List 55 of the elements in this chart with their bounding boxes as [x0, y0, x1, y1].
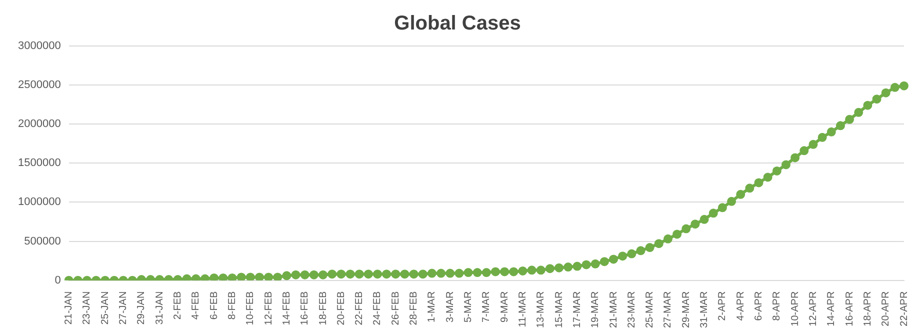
y-tick-label: 500000	[24, 235, 61, 248]
x-tick-label: 27-MAR	[662, 291, 674, 328]
x-tick-label: 9-MAR	[499, 291, 510, 322]
x-tick-label: 17-MAR	[572, 291, 583, 328]
x-tick-label: 11-MAR	[517, 291, 528, 328]
x-tick-label: 18-APR	[862, 291, 874, 326]
x-tick-label: 10-APR	[790, 291, 801, 326]
y-tick-label: 2500000	[18, 79, 61, 92]
x-tick-label: 23-JAN	[82, 291, 93, 325]
x-tick-label: 4-FEB	[190, 291, 202, 320]
x-tick-label: 31-JAN	[154, 291, 166, 325]
x-tick-label: 16-FEB	[300, 291, 311, 326]
x-tick-label: 25-JAN	[100, 291, 111, 325]
x-tick-label: 6-APR	[754, 291, 764, 321]
y-tick-label: 3000000	[18, 40, 61, 52]
y-tick-label: 0	[54, 274, 61, 286]
x-tick-label: 28-FEB	[408, 291, 420, 326]
x-tick-label: 23-MAR	[626, 291, 638, 328]
x-tick-label: 29-MAR	[680, 291, 692, 328]
x-tick-label: 29-JAN	[136, 291, 148, 325]
x-tick-label: 13-MAR	[536, 291, 547, 328]
x-tick-label: 4-APR	[735, 291, 746, 321]
x-tick-label: 26-FEB	[390, 291, 402, 326]
y-tick-label: 2000000	[18, 118, 61, 130]
x-tick-label: 22-APR	[898, 291, 910, 326]
x-tick-label: 20-APR	[880, 291, 892, 326]
chart-title: Global Cases	[394, 12, 521, 35]
x-tick-label: 22-FEB	[354, 291, 366, 326]
x-tick-label: 21-MAR	[608, 291, 620, 328]
x-tick-label: 25-MAR	[644, 291, 656, 328]
x-tick-label: 6-FEB	[208, 291, 220, 320]
x-tick-label: 19-MAR	[590, 291, 602, 328]
x-tick-label: 16-APR	[844, 291, 856, 326]
x-tick-label: 8-FEB	[226, 291, 238, 320]
x-tick-label: 18-FEB	[318, 291, 329, 326]
x-tick-label: 8-APR	[772, 291, 783, 321]
x-tick-label: 20-FEB	[336, 291, 347, 326]
y-tick-label: 1000000	[18, 196, 61, 208]
x-tick-label: 1-MAR	[426, 291, 438, 322]
x-tick-label: 5-MAR	[463, 291, 474, 322]
x-tick-label: 7-MAR	[481, 291, 492, 322]
x-tick-label: 21-JAN	[64, 291, 75, 325]
x-tick-label: 2-APR	[717, 291, 728, 321]
x-tick-label: 31-MAR	[699, 291, 710, 328]
x-tick-label: 12-FEB	[263, 291, 274, 326]
x-tick-label: 2-FEB	[172, 291, 184, 320]
x-tick-label: 27-JAN	[118, 291, 130, 325]
x-tick-label: 24-FEB	[372, 291, 384, 326]
x-tick-label: 3-MAR	[444, 291, 456, 322]
x-tick-label: 10-FEB	[245, 291, 256, 326]
x-tick-label: 14-FEB	[281, 291, 292, 326]
y-tick-label: 1500000	[18, 157, 61, 170]
x-tick-label: 12-APR	[808, 291, 819, 326]
x-tick-label: 15-MAR	[554, 291, 565, 328]
x-tick-label: 14-APR	[826, 291, 838, 326]
